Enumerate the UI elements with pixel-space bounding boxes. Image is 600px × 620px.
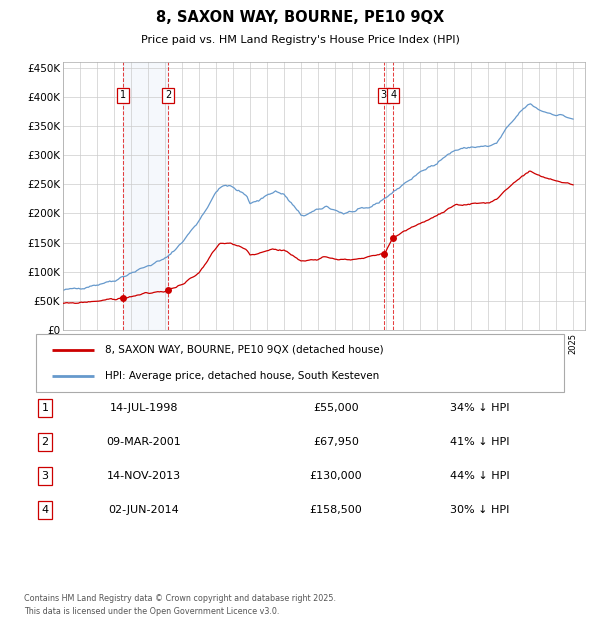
Text: 3: 3 <box>41 471 49 481</box>
Text: 14-NOV-2013: 14-NOV-2013 <box>107 471 181 481</box>
Text: £67,950: £67,950 <box>313 437 359 447</box>
FancyBboxPatch shape <box>36 334 564 392</box>
Text: 2: 2 <box>165 91 172 100</box>
Text: 2: 2 <box>41 437 49 447</box>
Text: 44% ↓ HPI: 44% ↓ HPI <box>450 471 510 481</box>
Text: 09-MAR-2001: 09-MAR-2001 <box>107 437 181 447</box>
Text: 30% ↓ HPI: 30% ↓ HPI <box>451 505 509 515</box>
Text: 8, SAXON WAY, BOURNE, PE10 9QX: 8, SAXON WAY, BOURNE, PE10 9QX <box>156 10 444 25</box>
Text: £55,000: £55,000 <box>313 403 359 413</box>
Bar <box>123 62 168 330</box>
Text: HPI: Average price, detached house, South Kesteven: HPI: Average price, detached house, Sout… <box>104 371 379 381</box>
Text: 02-JUN-2014: 02-JUN-2014 <box>109 505 179 515</box>
Text: 4: 4 <box>390 91 396 100</box>
Text: £158,500: £158,500 <box>310 505 362 515</box>
Text: Price paid vs. HM Land Registry's House Price Index (HPI): Price paid vs. HM Land Registry's House … <box>140 35 460 45</box>
Text: 8, SAXON WAY, BOURNE, PE10 9QX (detached house): 8, SAXON WAY, BOURNE, PE10 9QX (detached… <box>104 345 383 355</box>
Text: 41% ↓ HPI: 41% ↓ HPI <box>450 437 510 447</box>
Text: £130,000: £130,000 <box>310 471 362 481</box>
Text: 4: 4 <box>41 505 49 515</box>
Text: 1: 1 <box>41 403 49 413</box>
Text: 1: 1 <box>120 91 126 100</box>
Text: Contains HM Land Registry data © Crown copyright and database right 2025.: Contains HM Land Registry data © Crown c… <box>24 593 336 603</box>
Text: 3: 3 <box>381 91 387 100</box>
Text: This data is licensed under the Open Government Licence v3.0.: This data is licensed under the Open Gov… <box>24 607 280 616</box>
Text: 14-JUL-1998: 14-JUL-1998 <box>110 403 178 413</box>
Text: 34% ↓ HPI: 34% ↓ HPI <box>450 403 510 413</box>
